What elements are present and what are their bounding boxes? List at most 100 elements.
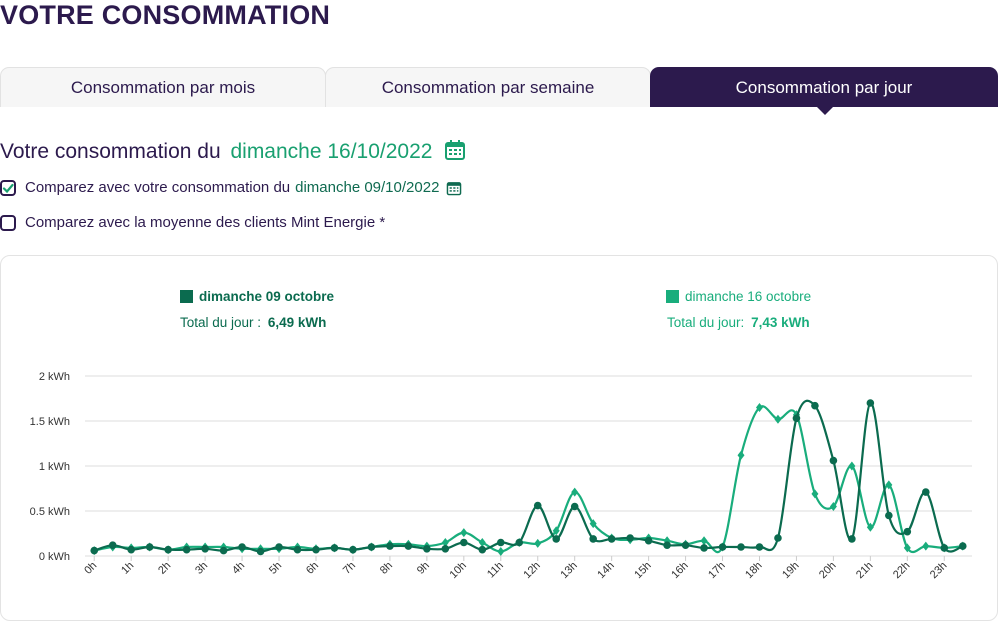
y-tick-label: 1 kWh	[39, 461, 70, 473]
data-point	[866, 522, 874, 532]
data-point	[367, 543, 376, 551]
x-tick-label: 13h	[558, 560, 579, 581]
data-point	[792, 414, 801, 423]
data-point	[164, 545, 172, 554]
data-point	[903, 543, 911, 553]
data-point	[922, 541, 930, 551]
data-point	[848, 461, 856, 471]
x-tick-label: 6h	[304, 560, 321, 577]
x-tick-label: 19h	[780, 560, 801, 581]
data-point	[755, 543, 764, 551]
data-point	[386, 542, 394, 550]
data-point	[829, 502, 837, 511]
date-selector: Votre consommation du dimanche 16/10/202…	[0, 139, 466, 164]
data-point	[626, 534, 634, 542]
data-point	[866, 399, 875, 407]
x-tick-label: 10h	[447, 560, 468, 581]
data-point	[460, 538, 468, 547]
x-tick-label: 21h	[854, 560, 875, 581]
data-point	[552, 526, 560, 536]
data-point	[571, 487, 579, 497]
x-tick-label: 20h	[817, 560, 838, 581]
data-point	[441, 538, 449, 547]
data-point	[219, 546, 228, 555]
data-point	[885, 511, 893, 520]
legend-item: dimanche 16 octobre	[666, 289, 811, 304]
data-point	[404, 542, 413, 550]
data-point	[90, 546, 99, 555]
option: Comparez avec la moyenne des clients Min…	[0, 214, 385, 231]
data-point	[108, 541, 117, 549]
y-tick-label: 0 kWh	[39, 551, 70, 563]
data-point	[570, 502, 579, 511]
y-tick-label: 0.5 kWh	[30, 506, 70, 518]
calendar-icon[interactable]	[444, 139, 466, 161]
legend-label: dimanche 16 octobre	[685, 289, 812, 304]
data-point	[423, 545, 431, 553]
data-point	[589, 519, 597, 529]
legend-swatch	[666, 290, 679, 303]
data-point	[460, 528, 468, 538]
data-point	[737, 450, 745, 460]
x-tick-label: 15h	[632, 560, 653, 581]
total-label: Total du jour :	[180, 315, 262, 330]
x-tick-label: 2h	[156, 560, 173, 577]
data-point	[737, 543, 745, 551]
data-point	[885, 480, 893, 490]
checkbox[interactable]	[0, 179, 16, 196]
data-point	[515, 538, 524, 547]
data-point	[478, 538, 486, 547]
data-point	[478, 545, 487, 554]
tab[interactable]: Consommation par jour	[650, 67, 998, 107]
data-point	[774, 534, 782, 542]
x-tick-label: 8h	[378, 560, 395, 577]
data-point	[811, 401, 819, 410]
legend-total: Total du jour : 6,49 kWh	[180, 315, 326, 330]
data-point	[700, 544, 708, 552]
total-value: 6,49 kWh	[267, 315, 327, 330]
data-point	[238, 543, 246, 551]
data-point	[663, 541, 671, 549]
option-label: Comparez avec votre consommation du	[25, 179, 291, 196]
data-point	[903, 527, 912, 536]
total-label: Total du jour:	[667, 315, 745, 330]
tab[interactable]: Consommation par mois	[0, 67, 326, 107]
data-point	[312, 545, 320, 554]
data-point	[201, 545, 209, 553]
legend-swatch	[180, 290, 193, 303]
x-tick-label: 3h	[193, 560, 210, 577]
data-point	[496, 538, 505, 547]
data-point	[644, 536, 653, 545]
compare-date[interactable]: dimanche 09/10/2022	[295, 179, 440, 196]
x-tick-label: 0h	[82, 560, 99, 577]
data-point	[127, 545, 135, 554]
data-point	[552, 535, 561, 543]
x-tick-label: 18h	[743, 560, 764, 581]
x-tick-label: 23h	[928, 560, 949, 581]
x-tick-label: 11h	[485, 560, 506, 581]
checkbox[interactable]	[0, 214, 16, 231]
chart: 0 kWh 0.5 kWh 1 kWh 1.5 kWh 2 kWh 0h 1h 2h 3h 4h 5…	[30, 371, 972, 581]
x-tick-label: 9h	[415, 560, 432, 577]
tab-indicator	[817, 107, 833, 115]
option-label: Comparez avec la moyenne des clients Min…	[25, 214, 386, 231]
calendar-icon[interactable]	[446, 180, 462, 196]
data-point	[829, 456, 838, 465]
tab[interactable]: Consommation par semaine	[325, 67, 651, 107]
x-tick-label: 7h	[341, 560, 358, 577]
x-tick-label: 14h	[595, 560, 616, 581]
data-point	[349, 545, 357, 554]
x-tick-label: 1h	[119, 560, 136, 577]
data-point	[718, 543, 727, 551]
data-point	[755, 403, 763, 412]
check-mark	[2, 183, 14, 193]
x-tick-label: 16h	[669, 560, 690, 581]
legend-label: dimanche 09 octobre	[199, 289, 335, 304]
total-value: 7,43 kWh	[751, 315, 810, 330]
y-tick-label: 1.5 kWh	[30, 416, 70, 428]
data-point	[589, 535, 597, 543]
data-point	[811, 489, 819, 499]
selected-date[interactable]: dimanche 16/10/2022	[230, 140, 433, 163]
data-point	[940, 544, 949, 552]
